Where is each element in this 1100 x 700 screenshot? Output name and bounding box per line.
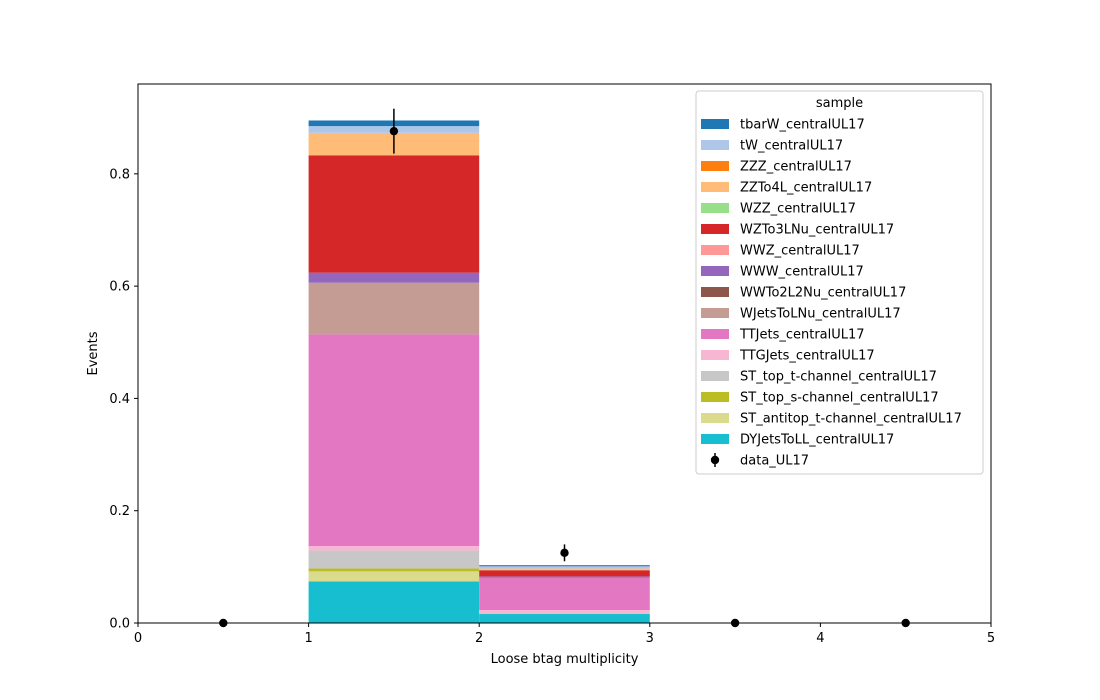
bar-ttjets-centralul17-bin-2	[479, 577, 650, 611]
legend-label-data-ul17: data_UL17	[740, 454, 809, 469]
y-axis-title: Events	[86, 331, 101, 375]
legend-label-wwto2l2nu-centralul17: WWTo2L2Nu_centralUL17	[740, 286, 906, 301]
bar-wzto3lnu-centralul17-bin-2	[479, 570, 650, 577]
legend-swatch-tbarw-centralul17	[701, 119, 729, 129]
legend-label-wzto3lnu-centralul17: WZTo3LNu_centralUL17	[740, 223, 894, 238]
legend-label-wjetstolnu-centralul17: WJetsToLNu_centralUL17	[740, 307, 901, 322]
x-tick-label-0: 0	[134, 631, 142, 646]
bar-www-centralul17-bin-1	[308, 272, 480, 283]
bar-tw-centralul17-bin-2	[479, 566, 650, 569]
x-tick-label-3: 3	[646, 631, 654, 646]
legend: sample tbarW_centralUL17 tW_centralUL17 ZZ…	[695, 90, 984, 475]
legend-label-st-top-s-channel-centralul17: ST_top_s-channel_centralUL17	[740, 391, 939, 406]
bar-zzto4l-centralul17-bin-2	[479, 568, 650, 571]
y-tick-label-0: 0.0	[109, 617, 130, 632]
legend-label-www-centralul17: WWW_centralUL17	[740, 265, 864, 280]
legend-swatch-st-antitop-t-channel-centralul17	[701, 413, 729, 423]
legend-swatch-zzz-centralul17	[701, 161, 729, 171]
legend-label-wzz-centralul17: WZZ_centralUL17	[740, 202, 856, 217]
bar-wzto3lnu-centralul17-bin-1	[308, 155, 480, 273]
bar-ttgjets-centralul17-bin-2	[479, 610, 650, 614]
legend-swatch-www-centralul17	[701, 266, 729, 276]
stacked-bars	[308, 120, 650, 623]
legend-swatch-st-top-s-channel-centralul17	[701, 392, 729, 402]
x-axis: 0 1 2 3 4 5	[134, 623, 995, 646]
x-tick-label-2: 2	[475, 631, 483, 646]
x-tick-label-5: 5	[987, 631, 995, 646]
legend-label-st-top-t-channel-centralul17: ST_top_t-channel_centralUL17	[740, 370, 937, 385]
legend-swatch-wjetstolnu-centralul17	[701, 308, 729, 318]
legend-swatch-ttjets-centralul17	[701, 329, 729, 339]
legend-label-tw-centralul17: tW_centralUL17	[740, 139, 843, 154]
legend-data-marker	[710, 455, 720, 465]
bar-st-antitop-t-channel-centralul17-bin-1	[308, 571, 480, 582]
bar-st-top-t-channel-centralul17-bin-1	[308, 550, 480, 569]
data-point-2	[560, 548, 569, 558]
bar-st-top-t-channel-centralul17-bin-2	[479, 613, 650, 615]
y-tick-label-0.8: 0.8	[109, 167, 130, 182]
bar-dyjetstoll-centralul17-bin-1	[308, 581, 480, 623]
bar-ttgjets-centralul17-bin-1	[308, 546, 480, 551]
legend-label-ttjets-centralul17: TTJets_centralUL17	[739, 328, 865, 343]
x-axis-title: Loose btag multiplicity	[491, 652, 639, 667]
legend-label-ttgjets-centralul17: TTGJets_centralUL17	[739, 349, 875, 364]
legend-label-zzto4l-centralul17: ZZTo4L_centralUL17	[740, 181, 872, 196]
legend-swatch-wwz-centralul17	[701, 245, 729, 255]
y-axis: 0.0 0.2 0.4 0.6 0.8	[109, 167, 138, 632]
y-tick-label-0.4: 0.4	[109, 392, 130, 407]
legend-swatch-st-top-t-channel-centralul17	[701, 371, 729, 381]
bar-tbarw-centralul17-bin-2	[479, 565, 650, 567]
legend-label-wwz-centralul17: WWZ_centralUL17	[740, 244, 860, 259]
legend-swatch-ttgjets-centralul17	[701, 350, 729, 360]
legend-box	[695, 90, 984, 475]
legend-label-zzz-centralul17: ZZZ_centralUL17	[740, 160, 852, 175]
legend-swatch-zzto4l-centralul17	[701, 182, 729, 192]
legend-label-st-antitop-t-channel-centralul17: ST_antitop_t-channel_centralUL17	[740, 412, 962, 427]
data-point-1	[389, 126, 399, 136]
axes-frame	[137, 83, 992, 624]
legend-label-dyjetstoll-centralul17: DYJetsToLL_centralUL17	[740, 433, 894, 448]
legend-label-tbarw-centralul17: tbarW_centralUL17	[740, 118, 865, 133]
legend-swatch-wzto3lnu-centralul17	[701, 224, 729, 234]
legend-swatch-wzz-centralul17	[701, 203, 729, 213]
legend-swatch-dyjetstoll-centralul17	[701, 434, 729, 444]
legend-title: sample	[816, 96, 863, 111]
y-tick-label-0.6: 0.6	[109, 280, 130, 295]
bar-dyjetstoll-centralul17-bin-2	[479, 614, 650, 623]
bar-st-top-s-channel-centralul17-bin-1	[308, 568, 480, 572]
x-tick-label-4: 4	[816, 631, 824, 646]
legend-swatch-wwto2l2nu-centralul17	[701, 287, 729, 297]
bar-wjetstolnu-centralul17-bin-1	[308, 282, 480, 335]
bar-www-centralul17-bin-2	[479, 576, 650, 578]
bar-ttjets-centralul17-bin-1	[308, 334, 480, 547]
x-tick-label-1: 1	[304, 631, 312, 646]
legend-swatch-tw-centralul17	[701, 140, 729, 150]
y-tick-label-0.2: 0.2	[109, 504, 130, 519]
